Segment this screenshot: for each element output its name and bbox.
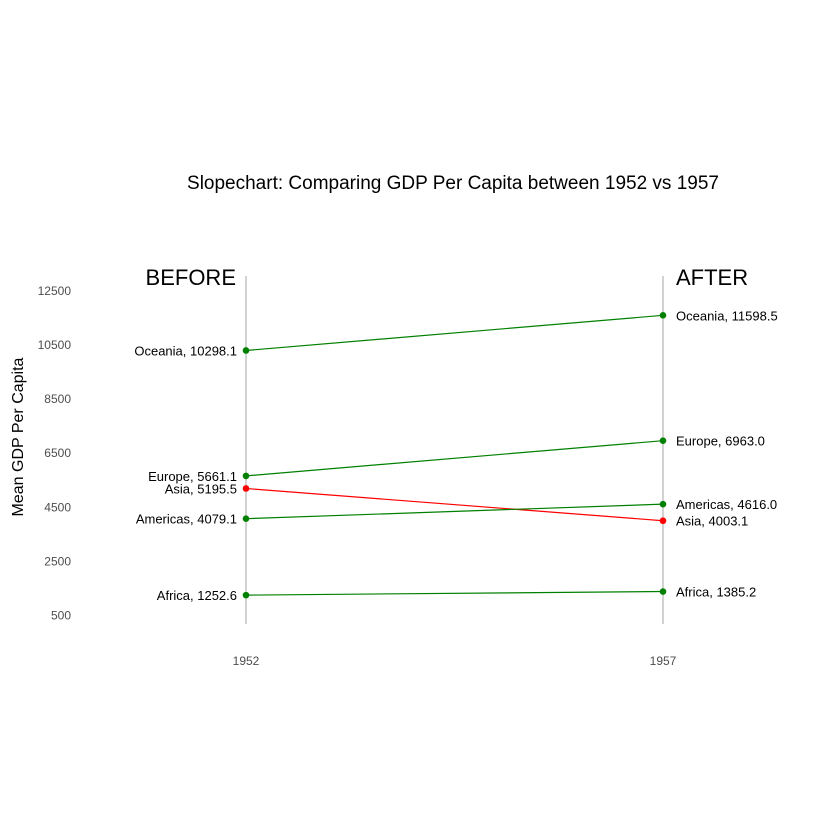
point-africa-1957 bbox=[659, 588, 667, 595]
y-axis-label: Mean GDP Per Capita bbox=[10, 357, 27, 516]
point-europe-1957 bbox=[659, 437, 667, 444]
point-americas-1952 bbox=[242, 515, 250, 522]
y-tick-label: 10500 bbox=[38, 338, 72, 352]
y-tick-label: 6500 bbox=[44, 446, 71, 460]
point-oceania-1952 bbox=[242, 347, 250, 354]
y-tick-label: 500 bbox=[51, 608, 71, 622]
slope-line-africa bbox=[245, 590, 664, 596]
y-tick-label: 4500 bbox=[44, 500, 71, 514]
slope-line-europe bbox=[245, 440, 664, 477]
point-asia-1957 bbox=[659, 517, 667, 525]
slope-line-americas bbox=[245, 503, 664, 520]
y-tick-label: 12500 bbox=[38, 284, 72, 298]
chart-title: Slopechart: Comparing GDP Per Capita bet… bbox=[187, 173, 719, 194]
label-africa-1952: Africa, 1252.6 bbox=[157, 588, 237, 603]
x-tick-label: 1957 bbox=[650, 654, 677, 668]
series-points bbox=[242, 312, 667, 599]
label-americas-1957: Americas, 4616.0 bbox=[676, 497, 777, 512]
label-africa-1957: Africa, 1385.2 bbox=[676, 585, 756, 600]
y-tick-label: 2500 bbox=[44, 554, 71, 568]
point-africa-1952 bbox=[242, 591, 250, 599]
before-header: BEFORE bbox=[146, 265, 236, 290]
label-asia-1952: Asia, 5195.5 bbox=[165, 481, 237, 496]
label-oceania-1952: Oceania, 10298.1 bbox=[134, 343, 237, 358]
after-header: AFTER bbox=[676, 265, 748, 290]
point-labels: Oceania, 10298.1 Oceania, 11598.5 Europe, … bbox=[134, 308, 777, 603]
series-lines bbox=[245, 314, 664, 596]
slope-line-asia bbox=[245, 487, 664, 522]
point-europe-1952 bbox=[242, 472, 250, 480]
label-europe-1957: Europe, 6963.0 bbox=[676, 434, 765, 449]
slope-line-oceania bbox=[245, 314, 664, 352]
label-europe-1952: Europe, 5661.1 bbox=[148, 469, 237, 484]
point-asia-1952 bbox=[242, 485, 250, 492]
axis-layer: 500 2500 4500 6500 8500 10500 12500 1952 1957 bbox=[38, 276, 677, 668]
label-americas-1952: Americas, 4079.1 bbox=[136, 512, 237, 527]
label-oceania-1957: Oceania, 11598.5 bbox=[676, 308, 778, 323]
label-asia-1957: Asia, 4003.1 bbox=[676, 514, 748, 529]
point-americas-1957 bbox=[659, 500, 667, 508]
point-oceania-1957 bbox=[659, 312, 667, 319]
x-tick-label: 1952 bbox=[233, 654, 260, 668]
y-tick-label: 8500 bbox=[44, 392, 71, 406]
